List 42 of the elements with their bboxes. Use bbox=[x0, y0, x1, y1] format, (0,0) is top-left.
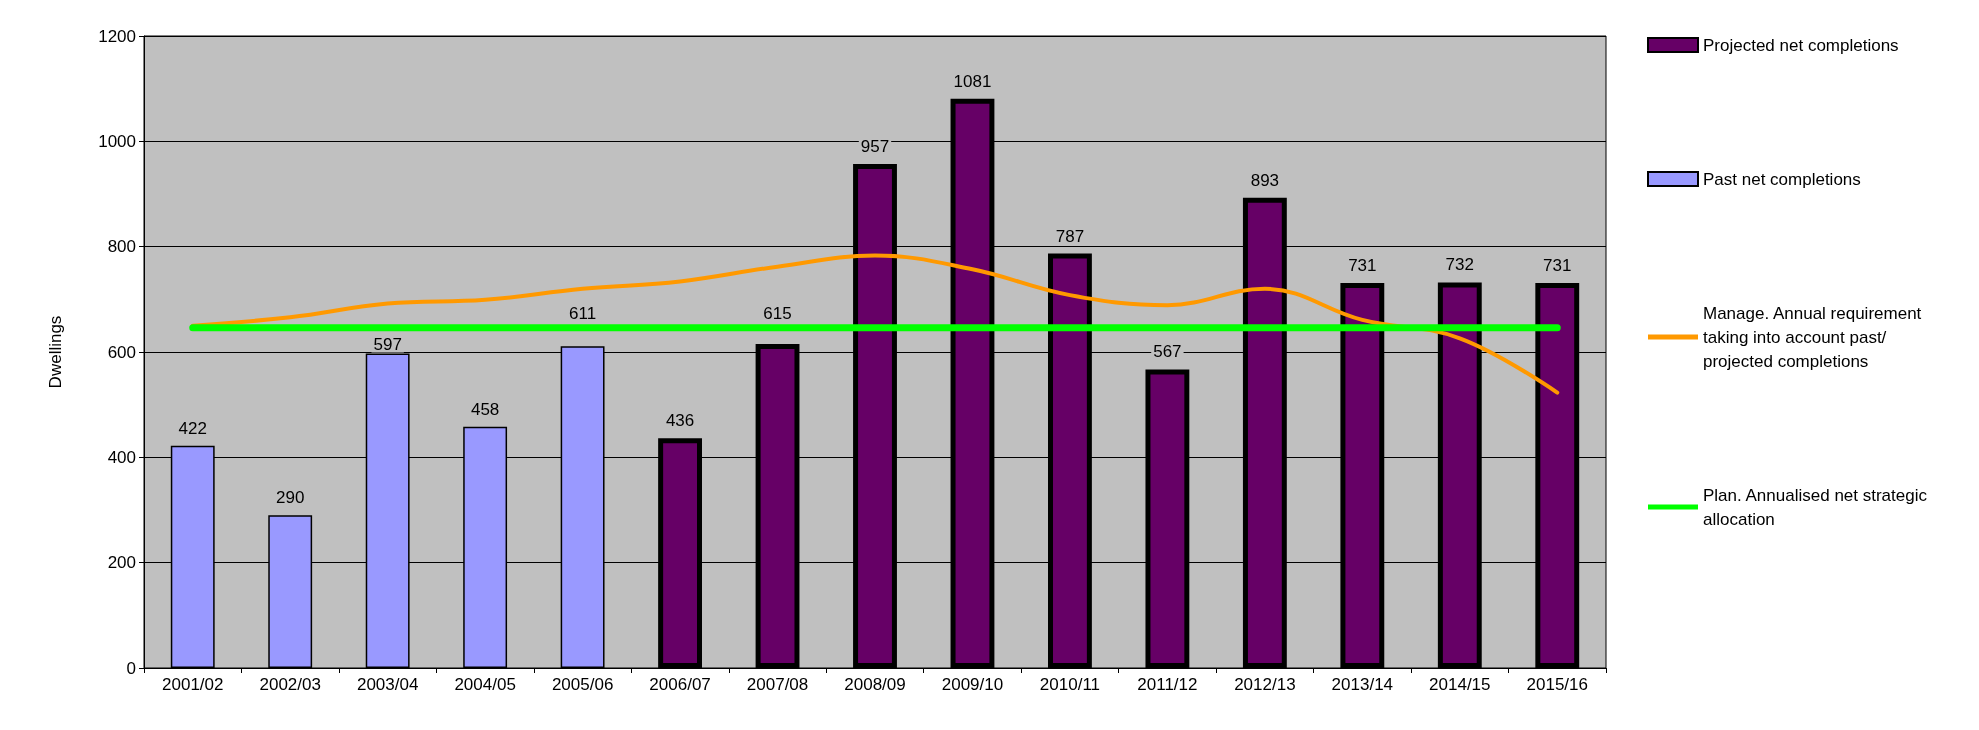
x-tick-label: 2008/09 bbox=[844, 675, 906, 694]
legend-label: Plan. Annualised net strategic allocation bbox=[1703, 485, 1932, 529]
x-tick-label: 2003/04 bbox=[356, 675, 419, 694]
data-label: 615 bbox=[763, 303, 792, 323]
data-label: 787 bbox=[1055, 226, 1085, 246]
y-tick-label: 200 bbox=[107, 553, 136, 573]
data-label: 436 bbox=[665, 411, 695, 431]
legend-label: Projected net completions bbox=[1703, 35, 1899, 55]
data-label: 732 bbox=[1445, 255, 1474, 275]
data-label: 1081 bbox=[953, 71, 992, 91]
x-tick-label: 2006/07 bbox=[649, 675, 711, 694]
data-label: 290 bbox=[276, 488, 305, 508]
x-tick-label: 2011/12 bbox=[1137, 675, 1198, 694]
legend-label: Past net completions bbox=[1703, 169, 1861, 189]
data-label: 458 bbox=[470, 399, 500, 419]
x-tick-label: 2002/03 bbox=[259, 675, 321, 694]
y-tick-label: 1000 bbox=[98, 131, 136, 151]
y-axis-title: Dwellings bbox=[46, 315, 65, 389]
y-tick-label: 400 bbox=[107, 447, 136, 467]
data-label: 893 bbox=[1250, 170, 1280, 190]
y-tick-label: 800 bbox=[107, 237, 136, 257]
data-label: 567 bbox=[1153, 342, 1182, 362]
x-tick-label: 2015/16 bbox=[1526, 675, 1588, 694]
y-tick-label: 600 bbox=[107, 342, 136, 362]
x-tick-label: 2004/05 bbox=[454, 675, 516, 694]
x-tick-label: 2007/08 bbox=[746, 675, 809, 694]
x-tick-label: 2009/10 bbox=[941, 675, 1004, 694]
x-tick-label: 2014/15 bbox=[1429, 675, 1491, 694]
data-label: 422 bbox=[178, 418, 207, 438]
x-tick-label: 2010/11 bbox=[1039, 675, 1101, 694]
x-tick-label: 2001/02 bbox=[162, 675, 224, 694]
data-label: 731 bbox=[1348, 256, 1377, 276]
y-tick-label: 1200 bbox=[98, 26, 136, 46]
y-tick-label: 0 bbox=[126, 658, 136, 678]
x-tick-label: 2013/14 bbox=[1331, 675, 1394, 694]
data-label: 731 bbox=[1543, 256, 1572, 276]
data-label: 957 bbox=[860, 136, 890, 156]
data-label: 597 bbox=[373, 334, 402, 354]
data-label: 611 bbox=[569, 303, 597, 323]
legend-label: Manage. Annual requirement taking into account past/projected completions bbox=[1703, 303, 1927, 371]
x-tick-label: 2012/13 bbox=[1234, 675, 1296, 694]
x-tick-label: 2005/06 bbox=[551, 675, 614, 694]
